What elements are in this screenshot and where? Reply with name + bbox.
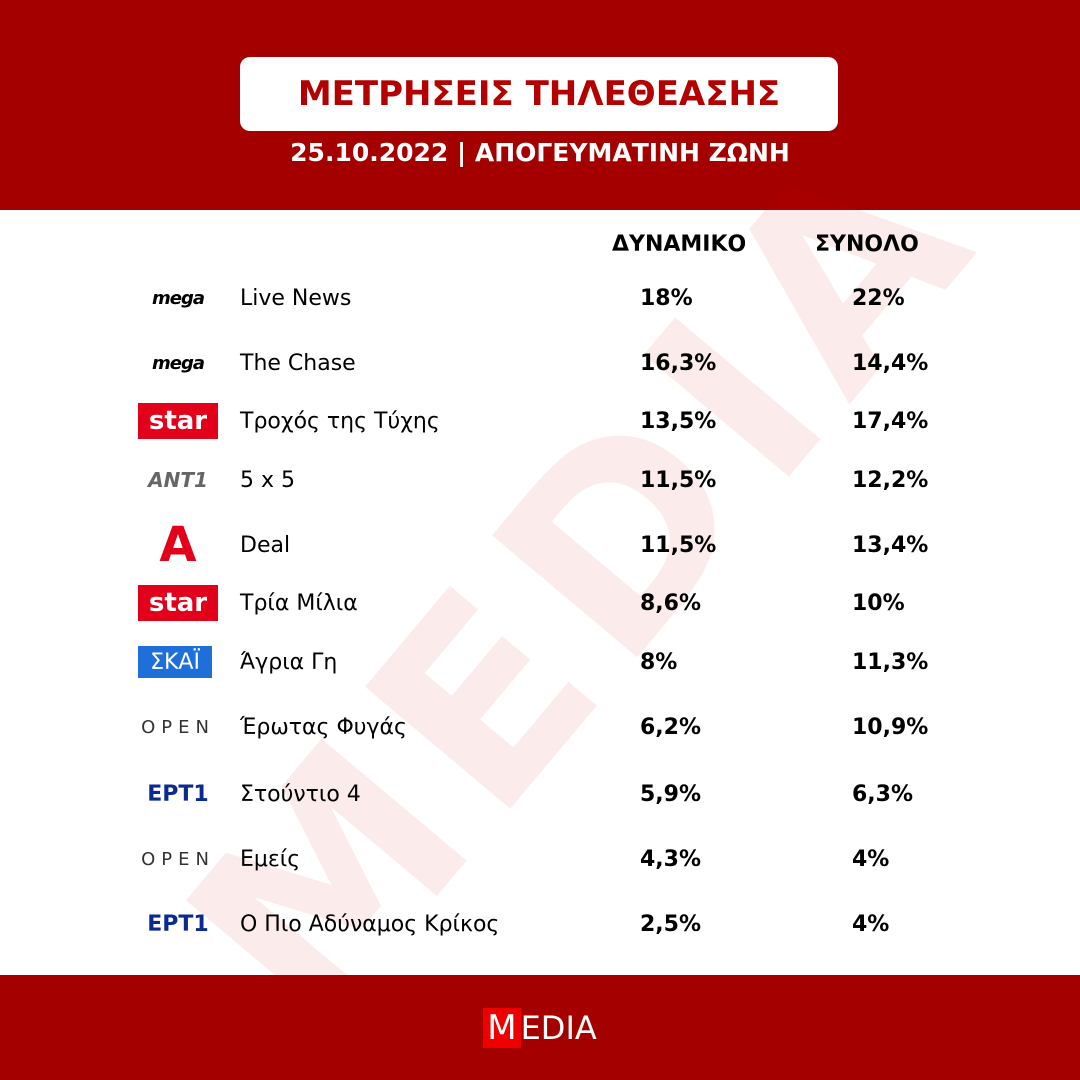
share-dynamic: 2,5% bbox=[640, 911, 702, 937]
share-dynamic: 13,5% bbox=[640, 408, 717, 434]
table-row: ANT1 5 x 5 11,5% 12,2% bbox=[0, 460, 1080, 500]
share-dynamic: 11,5% bbox=[640, 467, 717, 493]
channel-logo: mega bbox=[152, 352, 205, 374]
footer-logo-rest: EDIA bbox=[520, 1008, 597, 1047]
footer: M EDIA bbox=[0, 975, 1080, 1080]
share-total: 11,3% bbox=[852, 649, 929, 675]
share-total: 4% bbox=[852, 846, 890, 872]
table-row: ΕΡΤ1 Στούντιο 4 5,9% 6,3% bbox=[0, 774, 1080, 814]
share-dynamic: 4,3% bbox=[640, 846, 702, 872]
channel-logo: star bbox=[138, 585, 218, 621]
share-total: 22% bbox=[852, 285, 905, 311]
share-dynamic: 11,5% bbox=[640, 532, 717, 558]
show-name: Ο Πιο Αδύναμος Κρίκος bbox=[240, 911, 500, 937]
share-dynamic: 6,2% bbox=[640, 714, 702, 740]
share-total: 12,2% bbox=[852, 467, 929, 493]
channel-logo: OPEN bbox=[141, 848, 215, 870]
share-dynamic: 8% bbox=[640, 649, 678, 675]
channel-logo: ΣΚΑΪ bbox=[138, 646, 212, 678]
show-name: 5 x 5 bbox=[240, 467, 295, 493]
channel-logo: Α bbox=[159, 517, 197, 573]
share-total: 10,9% bbox=[852, 714, 929, 740]
channel-logo: ΕΡΤ1 bbox=[147, 781, 209, 807]
table-row: star Τρία Μίλια 8,6% 10% bbox=[0, 583, 1080, 623]
channel-logo: star bbox=[138, 403, 218, 439]
subtitle: 25.10.2022 | ΑΠΟΓΕΥΜΑΤΙΝΗ ΖΩΝΗ bbox=[290, 138, 790, 167]
table-row: mega The Chase 16,3% 14,4% bbox=[0, 343, 1080, 383]
table-row: ΕΡΤ1 Ο Πιο Αδύναμος Κρίκος 2,5% 4% bbox=[0, 904, 1080, 944]
header-band: ΜΕΤΡΗΣΕΙΣ ΤΗΛΕΘΕΑΣΗΣ 25.10.2022 | ΑΠΟΓΕΥ… bbox=[0, 0, 1080, 210]
share-total: 4% bbox=[852, 911, 890, 937]
show-name: Τροχός της Τύχης bbox=[240, 408, 440, 434]
share-total: 6,3% bbox=[852, 781, 914, 807]
show-name: Έρωτας Φυγάς bbox=[240, 714, 407, 740]
share-total: 17,4% bbox=[852, 408, 929, 434]
show-name: Στούντιο 4 bbox=[240, 781, 361, 807]
channel-logo: ΕΡΤ1 bbox=[147, 911, 209, 937]
table-row: star Τροχός της Τύχης 13,5% 17,4% bbox=[0, 401, 1080, 441]
title: ΜΕΤΡΗΣΕΙΣ ΤΗΛΕΘΕΑΣΗΣ bbox=[240, 57, 838, 131]
share-dynamic: 8,6% bbox=[640, 590, 702, 616]
show-name: Live News bbox=[240, 285, 352, 311]
table-row: OPEN Εμείς 4,3% 4% bbox=[0, 839, 1080, 879]
share-dynamic: 16,3% bbox=[640, 350, 717, 376]
channel-logo: mega bbox=[152, 287, 205, 309]
column-header: ΔΥΝΑΜΙΚΟ bbox=[612, 232, 747, 257]
share-total: 14,4% bbox=[852, 350, 929, 376]
channel-logo: OPEN bbox=[141, 716, 215, 738]
table-row: Α Deal 11,5% 13,4% bbox=[0, 517, 1080, 573]
show-name: The Chase bbox=[240, 350, 356, 376]
column-header: ΣΥΝΟΛΟ bbox=[815, 232, 919, 257]
show-name: Τρία Μίλια bbox=[240, 590, 358, 616]
share-total: 13,4% bbox=[852, 532, 929, 558]
table-row: mega Live News 18% 22% bbox=[0, 278, 1080, 318]
footer-logo-m: M bbox=[483, 1007, 521, 1048]
table-row: ΣΚΑΪ Άγρια Γη 8% 11,3% bbox=[0, 642, 1080, 682]
share-dynamic: 18% bbox=[640, 285, 693, 311]
share-dynamic: 5,9% bbox=[640, 781, 702, 807]
table-row: OPEN Έρωτας Φυγάς 6,2% 10,9% bbox=[0, 707, 1080, 747]
show-name: Άγρια Γη bbox=[240, 649, 338, 675]
share-total: 10% bbox=[852, 590, 905, 616]
show-name: Εμείς bbox=[240, 846, 301, 872]
show-name: Deal bbox=[240, 532, 291, 558]
channel-logo: ANT1 bbox=[148, 468, 208, 492]
